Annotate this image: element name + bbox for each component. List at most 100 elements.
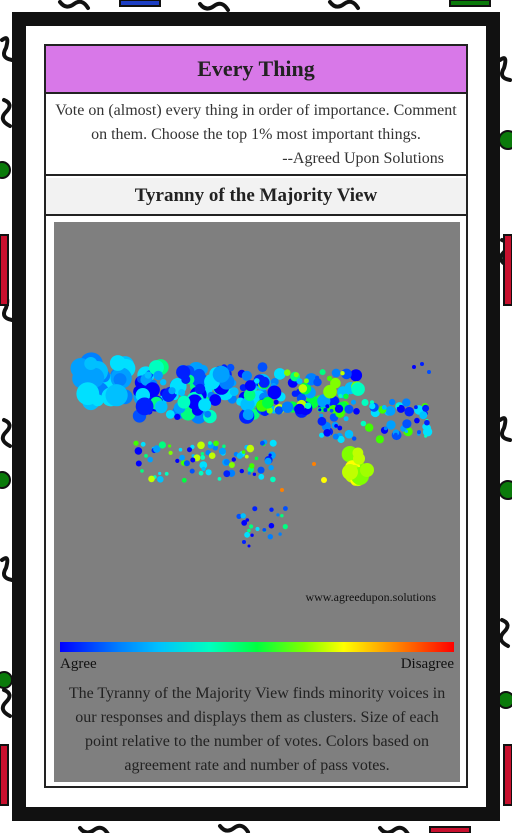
cluster-point (258, 473, 265, 480)
cluster-point (158, 441, 166, 449)
cluster-point (258, 376, 270, 388)
cluster-point (344, 404, 354, 414)
cluster-point (422, 404, 430, 412)
cluster-point (241, 370, 252, 381)
cluster-point (319, 432, 325, 438)
cluster-point (427, 370, 431, 374)
cluster-point (268, 465, 274, 471)
cluster-point (197, 441, 205, 450)
cluster-point (343, 416, 349, 422)
cluster-point (191, 371, 208, 388)
cluster-point (326, 375, 333, 382)
cluster-point (183, 460, 190, 467)
cluster-point (315, 375, 320, 380)
cluster-point (396, 404, 405, 413)
cluster-point (199, 461, 208, 469)
cluster-point (140, 441, 146, 447)
cluster-point (140, 469, 144, 473)
cluster-point (321, 477, 327, 483)
cluster-point (254, 456, 259, 461)
cluster-scatter-plot (70, 352, 433, 548)
cluster-point (174, 413, 181, 420)
view-description: The Tyranny of the Majority View finds m… (68, 685, 446, 774)
cluster-point (278, 532, 282, 536)
cluster-point (219, 447, 226, 455)
cluster-point (341, 368, 352, 380)
cluster-point (250, 533, 254, 537)
cluster-point (304, 402, 312, 409)
cluster-point (177, 395, 191, 409)
cluster-point (168, 387, 176, 395)
cluster-point (274, 406, 284, 415)
cluster-point (245, 518, 250, 522)
cluster-point (246, 444, 255, 453)
cluster-point (318, 408, 322, 412)
cluster-point (332, 433, 339, 440)
cluster-point (393, 432, 398, 437)
cluster-point (334, 424, 338, 428)
cluster-point (205, 469, 212, 476)
cluster-visualization: www.agreedupon.solutions Agree Disagree … (54, 222, 460, 782)
cluster-point (329, 408, 334, 413)
cluster-point (244, 380, 256, 392)
cluster-point (190, 457, 196, 463)
cluster-point (223, 470, 231, 478)
cluster-point (252, 506, 258, 512)
cluster-point (424, 419, 430, 426)
cluster-point (337, 435, 345, 444)
cluster-point (147, 456, 153, 463)
cluster-point (241, 520, 248, 526)
cluster-point (113, 373, 127, 387)
cluster-point (249, 524, 254, 529)
cluster-point (402, 398, 411, 407)
cluster-point (154, 400, 168, 414)
cluster-point (240, 513, 246, 519)
cluster-point (236, 513, 242, 519)
cluster-point (243, 389, 256, 401)
cluster-point (189, 468, 195, 474)
cluster-point (222, 444, 226, 449)
cluster-point (260, 440, 265, 446)
view-header: Tyranny of the Majority View (46, 178, 466, 214)
cluster-point (267, 385, 282, 400)
cluster-point (280, 488, 284, 492)
cluster-point (422, 427, 433, 437)
cluster-point (352, 447, 364, 459)
cluster-point (157, 476, 164, 483)
cluster-point (247, 544, 251, 548)
cluster-point (337, 425, 343, 431)
cluster-point (213, 440, 219, 447)
cluster-point (340, 371, 345, 376)
cluster-point (178, 447, 183, 452)
cluster-point (135, 460, 142, 467)
cluster-point (404, 429, 409, 433)
cluster-point (179, 454, 185, 461)
cluster-point (160, 379, 167, 386)
cluster-point (269, 507, 274, 512)
cluster-point (208, 452, 216, 459)
cluster-point (255, 526, 260, 532)
cluster-point (375, 435, 384, 444)
cluster-point (353, 408, 360, 415)
cluster-point (264, 457, 272, 465)
cluster-point (361, 399, 369, 406)
cluster-point (168, 450, 173, 455)
cluster-point (396, 403, 400, 407)
cluster-point (262, 397, 274, 409)
cluster-point (282, 524, 288, 530)
cluster-point (276, 513, 280, 517)
cluster-point (231, 457, 236, 462)
scale-label-disagree: Disagree (400, 656, 454, 672)
cluster-point (270, 476, 276, 483)
cluster-point (244, 454, 249, 459)
cluster-point (383, 426, 388, 431)
cluster-point (419, 411, 428, 420)
cluster-point (414, 417, 420, 424)
cluster-point (344, 429, 354, 439)
cluster-point (360, 420, 367, 427)
cluster-point (317, 416, 327, 426)
cluster-point (283, 506, 288, 511)
cluster-point (351, 382, 365, 396)
cluster-point (208, 441, 212, 445)
cluster-point (420, 362, 424, 366)
